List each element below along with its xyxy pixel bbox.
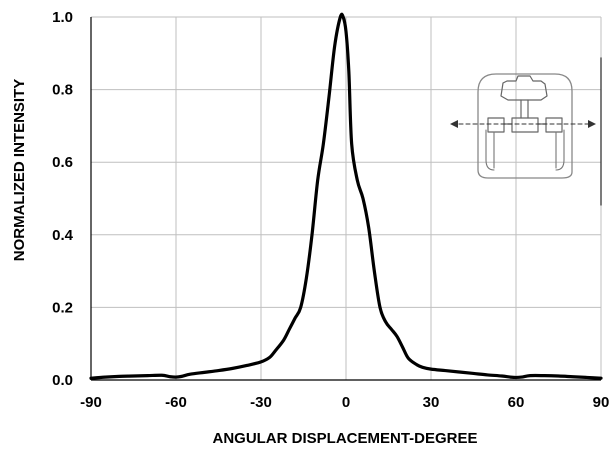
intensity-series-line	[89, 12, 603, 380]
x-tick-label: -90	[80, 394, 102, 411]
y-tick-label: 0.4	[52, 227, 74, 244]
y-tick-label: 0.0	[52, 372, 73, 389]
x-tick-label: -30	[250, 394, 272, 411]
x-tick-label: 30	[423, 394, 440, 411]
lamp-reflector-diagram-icon	[450, 57, 602, 206]
grid	[90, 16, 602, 381]
series	[89, 12, 603, 380]
x-tick-label: 60	[508, 394, 525, 411]
y-axis-label: NORMALIZED INTENSITY	[11, 79, 28, 262]
y-tick-label: 0.8	[52, 82, 73, 99]
x-tick-label: 90	[593, 394, 610, 411]
tick-labels: -90 -60 -30 0 30 60 90 0.0 0.2 0.4 0.6 0.8 1.0	[52, 9, 609, 411]
x-tick-label: 0	[342, 394, 350, 411]
y-tick-label: 0.2	[52, 299, 73, 316]
y-tick-label: 0.6	[52, 154, 73, 171]
y-tick-label: 1.0	[52, 9, 73, 26]
x-tick-label: -60	[165, 394, 187, 411]
x-axis-label: ANGULAR DISPLACEMENT-DEGREE	[212, 430, 477, 447]
axes	[90, 17, 601, 381]
